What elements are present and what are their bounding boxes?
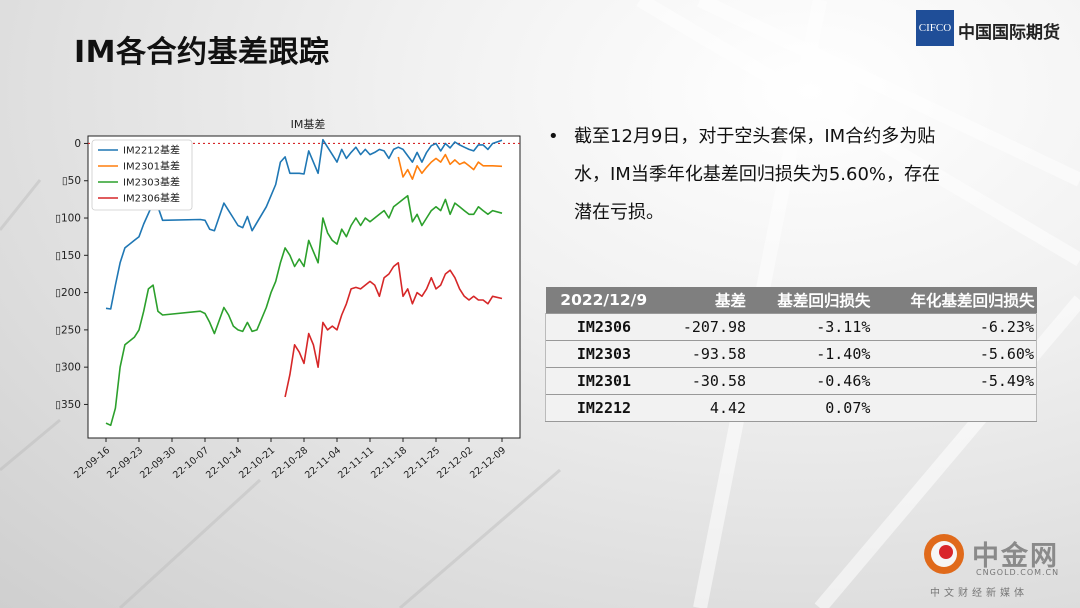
cifco-logo: CIFCO	[916, 10, 954, 46]
x-tick-label: 22-10-21	[237, 445, 277, 481]
legend-box	[91, 139, 193, 211]
legend-label: IM2301基差	[123, 160, 180, 173]
x-tick-label: 22-12-09	[468, 445, 508, 481]
basis-table: 2022/12/9 基差 基差回归损失 年化基差回归损失 IM2306 -207…	[544, 287, 1038, 422]
y-tick-label: ▯300	[55, 362, 81, 374]
legend-label: IM2212基差	[123, 144, 180, 157]
x-tick-label: 22-09-23	[105, 445, 145, 481]
contract-cell: IM2306	[544, 313, 662, 341]
contract-cell: IM2303	[544, 340, 662, 368]
y-tick-label: ▯350	[55, 399, 81, 411]
commentary-line-2: 水，IM当季年化基差回归损失为5.60%，存在	[574, 164, 941, 185]
annualized-cell: -6.23%	[872, 313, 1038, 341]
series-group	[105, 138, 503, 427]
basis-cell: 4.42	[661, 394, 749, 422]
commentary: • 截至12月9日，对于空头套保，IM合约多为贴 水，IM当季年化基差回归损失为…	[548, 118, 1018, 232]
y-tick-label: ▯250	[55, 324, 81, 336]
x-tick-label: 22-11-25	[402, 445, 442, 481]
x-tick-label: 22-10-28	[270, 445, 310, 481]
series-line-im2306	[284, 262, 503, 398]
contract-cell: IM2212	[544, 394, 662, 422]
x-tick-label: 22-12-02	[435, 445, 475, 481]
chart-legend: IM2212基差 IM2301基差 IM2303基差 IM2306基差	[91, 139, 193, 211]
watermark-domain: CNGOLD.COM.CN	[976, 568, 1060, 577]
basis-cell: -207.98	[661, 313, 749, 341]
bullet-dot: •	[548, 126, 559, 147]
y-axis: 0 ▯50 ▯100 ▯150 ▯200 ▯250 ▯300 ▯350	[55, 138, 88, 411]
commentary-line-3: 潜在亏损。	[574, 202, 664, 223]
basis-line-chart: IM基差 0 ▯50 ▯100 ▯150 ▯200 ▯250 ▯300 ▯350 22-09-…	[55, 117, 521, 481]
y-tick-label: ▯100	[55, 213, 81, 225]
series-line-im2212	[105, 138, 503, 310]
series-line-im2303	[105, 194, 503, 427]
basis-cell: -93.58	[661, 340, 749, 368]
table-header-row: 2022/12/9 基差 基差回归损失 年化基差回归损失	[545, 287, 1037, 314]
y-tick-label: ▯200	[55, 287, 81, 299]
y-tick-label: ▯50	[62, 175, 81, 187]
table-row: IM2212 4.42 0.07%	[544, 394, 1038, 422]
header-basis: 基差	[661, 287, 749, 314]
annualized-cell: -5.60%	[872, 340, 1038, 368]
y-tick-label: 0	[74, 138, 81, 150]
legend-label: IM2306基差	[123, 192, 180, 205]
x-tick-label: 22-11-18	[369, 445, 409, 481]
x-axis: 22-09-1622-09-2322-09-3022-10-0722-10-14…	[72, 438, 508, 481]
cngold-logo-icon	[924, 534, 964, 574]
table-row: IM2306 -207.98 -3.11% -6.23%	[544, 313, 1038, 341]
chart-title: IM基差	[291, 117, 326, 131]
annualized-cell: -5.49%	[872, 367, 1038, 395]
annualized-cell	[872, 394, 1038, 422]
basis-cell: -30.58	[661, 367, 749, 395]
x-tick-label: 22-10-07	[171, 445, 211, 481]
table-row: IM2301 -30.58 -0.46% -5.49%	[544, 367, 1038, 395]
x-tick-label: 22-10-14	[204, 445, 244, 481]
brand-name: 中国国际期货	[958, 23, 1060, 43]
header-reversion-loss: 基差回归损失	[748, 287, 873, 314]
x-tick-label: 22-11-04	[303, 445, 343, 481]
loss-cell: -0.46%	[748, 367, 873, 395]
x-tick-label: 22-09-16	[72, 445, 112, 481]
x-tick-label: 22-11-11	[336, 445, 376, 481]
loss-cell: 0.07%	[748, 394, 873, 422]
legend-label: IM2303基差	[123, 176, 180, 189]
plot-area	[87, 135, 521, 439]
header-annualized-loss: 年化基差回归损失	[872, 287, 1037, 314]
page-title: IM各合约基差跟踪	[74, 35, 330, 70]
contract-cell: IM2301	[544, 367, 662, 395]
watermark-subtitle: 中文财经新媒体	[930, 588, 1028, 599]
y-tick-label: ▯150	[55, 250, 81, 262]
commentary-line-1: 截至12月9日，对于空头套保，IM合约多为贴	[574, 126, 936, 147]
table-row: IM2303 -93.58 -1.40% -5.60%	[544, 340, 1038, 368]
loss-cell: -1.40%	[748, 340, 873, 368]
x-tick-label: 22-09-30	[138, 445, 178, 481]
watermark-name: 中金网	[972, 541, 1059, 572]
loss-cell: -3.11%	[748, 313, 873, 341]
series-line-im2301	[397, 153, 503, 180]
header-date: 2022/12/9	[545, 287, 662, 314]
